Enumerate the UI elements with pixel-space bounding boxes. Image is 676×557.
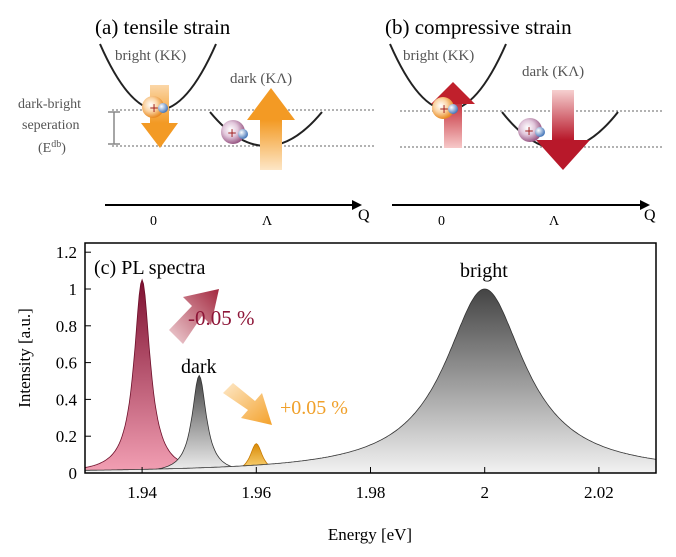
svg-text:+: + bbox=[439, 102, 449, 116]
panel-a-tick-lambda: Λ bbox=[262, 214, 273, 229]
y-ticks: 0 0.2 0.4 0.6 0.8 1 1.2 bbox=[56, 243, 91, 483]
panel-b-bright-label: bright (KK) bbox=[403, 48, 474, 64]
x-ticks: 1.94 1.96 1.98 2 2.02 bbox=[127, 467, 614, 502]
panel-b-down-arrow bbox=[536, 90, 590, 170]
panel-a-down-arrow bbox=[141, 85, 178, 148]
plus-strain-arrow bbox=[223, 383, 272, 425]
panel-b: (b) compressive strain bright (KK) dark … bbox=[385, 15, 662, 229]
separation-label-3: (Edb) bbox=[38, 139, 66, 156]
separation-label-2: seperation bbox=[22, 118, 80, 133]
y-tick-label: 1 bbox=[69, 280, 78, 299]
panel-c-chart: 0 0.2 0.4 0.6 0.8 1 1.2 1.94 1.96 1.98 2 2.02 (c) … bbox=[15, 242, 657, 544]
x-axis-label: Energy [eV] bbox=[328, 525, 412, 544]
svg-text:+: + bbox=[227, 126, 237, 140]
y-tick-label: 1.2 bbox=[56, 243, 77, 262]
panel-b-dark-label: dark (KΛ) bbox=[522, 64, 584, 80]
panel-a-bright-exciton: + bbox=[142, 96, 168, 118]
spectrum-peak-2 bbox=[84, 288, 657, 474]
y-axis-label: Intensity [a.u.] bbox=[15, 308, 34, 408]
annotation-plus: +0.05 % bbox=[280, 397, 348, 419]
annotation-bright: bright bbox=[460, 260, 508, 282]
separation-label-1: dark-bright bbox=[18, 97, 81, 112]
y-tick-label: 0.8 bbox=[56, 317, 77, 336]
spectra-layer bbox=[84, 278, 657, 474]
panel-a-title: (a) tensile strain bbox=[95, 15, 231, 39]
panel-b-bright-exciton: + bbox=[432, 97, 458, 119]
separation-bracket bbox=[108, 111, 120, 145]
panel-a: (a) tensile strain bright (KK) dark (KΛ)… bbox=[18, 15, 375, 229]
panel-b-tick-0: 0 bbox=[438, 214, 445, 229]
panel-a-dark-exciton: + bbox=[221, 120, 248, 144]
panel-c-label: (c) PL spectra bbox=[94, 257, 206, 279]
panel-b-q-arrowhead bbox=[640, 200, 650, 210]
panel-a-tick-0: 0 bbox=[150, 214, 157, 229]
svg-text:+: + bbox=[524, 124, 534, 138]
panel-b-dark-exciton: + bbox=[518, 118, 545, 142]
x-tick-label: 1.98 bbox=[356, 483, 386, 502]
x-tick-label: 1.96 bbox=[241, 483, 271, 502]
svg-text:+: + bbox=[149, 101, 159, 115]
panel-a-up-arrow bbox=[247, 88, 295, 170]
panel-b-title: (b) compressive strain bbox=[385, 15, 572, 39]
y-tick-label: 0.4 bbox=[56, 390, 78, 409]
minus-strain-arrow bbox=[169, 289, 219, 344]
panel-a-dark-label: dark (KΛ) bbox=[230, 71, 292, 87]
x-tick-label: 2 bbox=[480, 483, 489, 502]
annotation-minus: -0.05 % bbox=[188, 306, 255, 330]
y-tick-label: 0 bbox=[69, 464, 78, 483]
panel-b-tick-lambda: Λ bbox=[549, 214, 560, 229]
annotation-dark: dark bbox=[181, 356, 217, 378]
y-tick-label: 0.6 bbox=[56, 354, 77, 373]
panel-b-q-label: Q bbox=[644, 207, 656, 224]
panel-a-q-arrowhead bbox=[352, 200, 362, 210]
panel-a-bright-label: bright (KK) bbox=[115, 48, 186, 64]
x-tick-label: 2.02 bbox=[584, 483, 614, 502]
panel-a-q-label: Q bbox=[358, 207, 370, 224]
x-tick-label: 1.94 bbox=[127, 483, 157, 502]
y-tick-label: 0.2 bbox=[56, 427, 77, 446]
